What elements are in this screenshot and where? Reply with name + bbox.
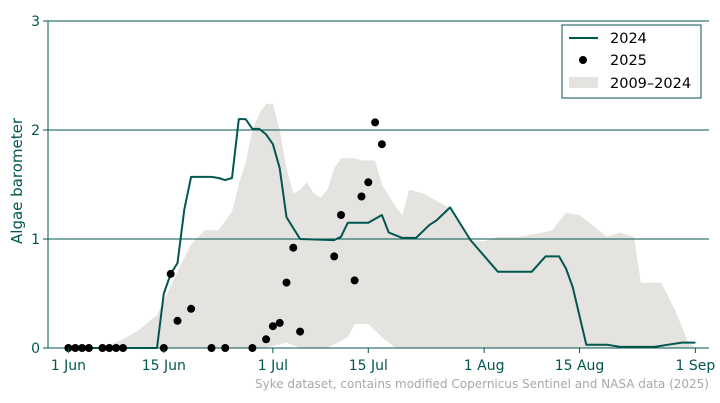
data-point-2025-25 [364, 178, 373, 187]
data-point-2025-16 [268, 322, 277, 331]
data-point-2025-13 [221, 344, 230, 352]
legend-dot-swatch [579, 56, 587, 64]
data-point-2025-5 [105, 344, 114, 352]
y-tick-label-3: 3 [31, 14, 40, 30]
line-layer [68, 118, 696, 349]
series-line-2024 [68, 118, 696, 349]
x-tick-label-4: 1 Aug [464, 358, 505, 374]
y-axis-label: Algae barometer [8, 117, 26, 244]
source-note: Syke dataset, contains modified Copernic… [255, 377, 709, 391]
grid-layer [48, 20, 709, 349]
data-point-2025-22 [337, 211, 345, 219]
y-tick-label-2: 2 [31, 123, 40, 139]
data-point-2025-11 [187, 304, 196, 313]
data-point-2025-1 [71, 344, 80, 352]
data-point-2025-19 [289, 243, 298, 252]
data-point-2025-15 [262, 335, 271, 344]
data-point-2025-9 [166, 269, 175, 278]
data-point-2025-2 [78, 344, 87, 352]
data-point-2025-20 [296, 327, 305, 336]
data-point-2025-14 [248, 344, 257, 352]
data-point-2025-18 [282, 278, 291, 287]
data-point-2025-27 [377, 140, 386, 149]
x-tick-label-1: 15 Jun [142, 358, 186, 374]
data-point-2025-23 [350, 276, 359, 285]
band-layer [95, 103, 696, 348]
data-point-2025-12 [207, 344, 216, 352]
x-tick-label-3: 15 Jul [349, 358, 388, 374]
legend-band-swatch [569, 77, 598, 88]
x-tick-label-6: 1 Sep [675, 358, 715, 374]
range-band-2009-2024 [95, 103, 696, 348]
data-point-2025-3 [84, 344, 93, 352]
y-tick-label-0: 0 [31, 341, 40, 357]
legend-label-2025: 2025 [610, 53, 647, 69]
x-tick-label-5: 15 Aug [555, 358, 605, 374]
data-point-2025-7 [119, 344, 127, 352]
x-tick-label-2: 1 Jul [258, 358, 288, 374]
data-point-2025-6 [112, 344, 121, 352]
legend-label-2024: 2024 [610, 31, 647, 47]
y-tick-label-1: 1 [31, 232, 40, 248]
legend-label-band: 2009–2024 [610, 76, 691, 92]
data-point-2025-21 [330, 252, 339, 261]
data-point-2025-10 [173, 316, 182, 325]
data-point-2025-24 [357, 192, 366, 201]
data-point-2025-26 [371, 118, 380, 127]
axis-layer: 0 1 2 3 1 Jun 15 Jun 1 Jul 15 Jul 1 Aug 15 Aug 1 S… [31, 14, 715, 374]
data-point-2025-17 [275, 318, 284, 327]
x-tick-label-0: 1 Jun [51, 358, 86, 374]
legend: 2024 2025 2009–2024 [561, 24, 702, 99]
data-point-2025-4 [98, 344, 107, 352]
